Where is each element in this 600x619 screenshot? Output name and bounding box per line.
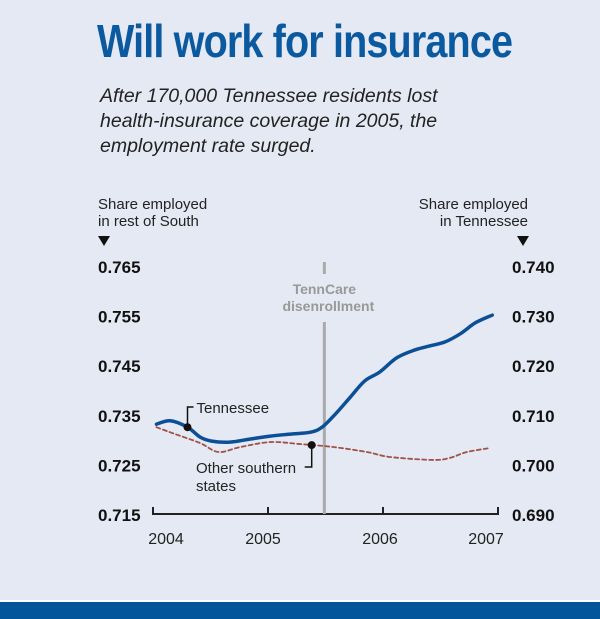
right-axis-label-line: Share employed <box>418 196 528 213</box>
right-axis-label-line: in Tennessee <box>439 213 528 230</box>
tennessee-line <box>154 313 494 444</box>
left-axis-label: Share employed in rest of South <box>98 196 207 230</box>
other-states-marker <box>307 441 316 450</box>
tennessee-marker <box>183 423 192 432</box>
right-axis-arrow-icon <box>517 236 529 246</box>
left-tick-label: 0.765 <box>98 258 141 277</box>
x-tick-label: 2006 <box>362 531 398 548</box>
left-tick-label: 0.725 <box>98 456 141 475</box>
other-states-label: Other southern <box>196 460 296 477</box>
chart-title: Will work for insurance <box>97 15 513 67</box>
left-tick-label: 0.745 <box>98 357 141 376</box>
other-states-leader <box>304 445 313 468</box>
bottom-bar <box>0 600 600 619</box>
left-tick-label: 0.715 <box>98 506 141 525</box>
tennessee-label: Tennessee <box>197 400 270 417</box>
annotation-label: TennCare <box>293 281 357 297</box>
left-axis-label-line: in rest of South <box>98 213 199 230</box>
right-tick-label: 0.710 <box>512 407 555 426</box>
x-tick-label: 2004 <box>148 531 184 548</box>
left-axis-label-line: Share employed <box>98 196 208 213</box>
right-tick-label: 0.730 <box>512 308 555 327</box>
right-tick-label: 0.700 <box>512 456 555 475</box>
annotation-label: disenrollment <box>282 298 374 314</box>
right-tick-label: 0.720 <box>512 357 555 376</box>
other-states-label: states <box>196 478 236 495</box>
x-tick-label: 2007 <box>468 531 504 548</box>
right-tick-label: 0.690 <box>512 506 555 525</box>
left-tick-label: 0.755 <box>98 308 141 327</box>
left-tick-label: 0.735 <box>98 407 141 426</box>
chart-area: 0.765 0.755 0.745 0.735 0.725 0.715 0.740 0.730… <box>98 236 555 548</box>
left-axis-arrow-icon <box>98 236 110 246</box>
right-axis-label: Share employed in Tennessee <box>419 196 528 230</box>
x-tick-label: 2005 <box>245 531 281 548</box>
tennessee-leader <box>186 406 194 428</box>
other-southern-states-line <box>155 426 491 461</box>
chart-subtitle: After 170,000 Tennessee residents lost h… <box>100 85 438 157</box>
right-tick-label: 0.740 <box>512 258 555 277</box>
